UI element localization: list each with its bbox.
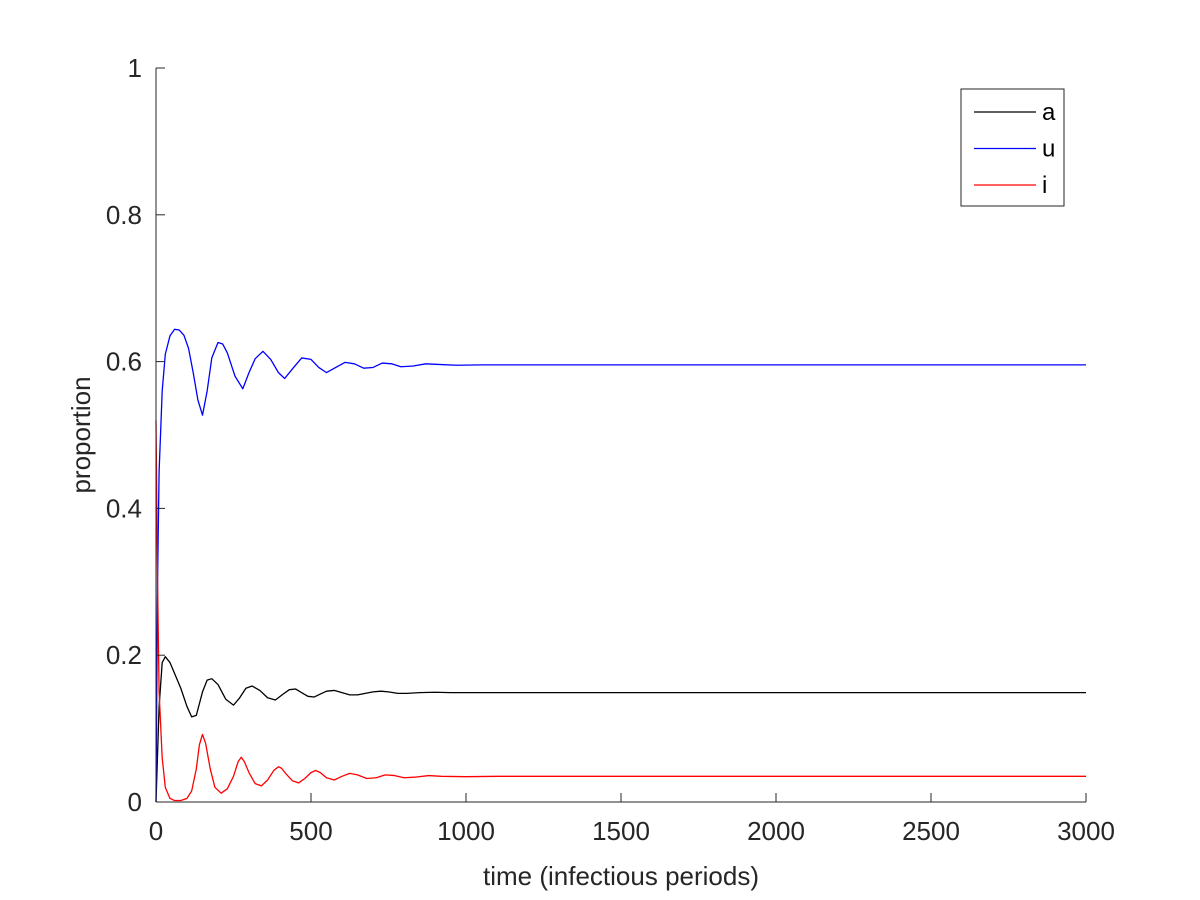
x-axis-label: time (infectious periods)	[483, 861, 759, 891]
legend-box	[960, 88, 1065, 207]
legend: aui	[960, 88, 1065, 207]
x-tick-label: 1000	[437, 816, 495, 846]
axes	[155, 68, 1086, 803]
series-line-u	[155, 328, 1086, 803]
y-tick-label: 0.2	[106, 640, 142, 670]
x-tick-label: 2000	[747, 816, 805, 846]
y-tick-label: 0.6	[106, 347, 142, 377]
x-tick-label: 500	[289, 816, 332, 846]
x-tick-label: 1500	[592, 816, 650, 846]
x-tick-label: 3000	[1057, 816, 1115, 846]
x-ticks: 0 500 1000 1500 2000 2500 3000	[149, 793, 1115, 846]
legend-label-i: i	[1042, 172, 1047, 199]
legend-label-u: u	[1042, 136, 1055, 163]
y-tick-label: 0.4	[106, 493, 142, 523]
y-tick-label: 1	[128, 53, 142, 83]
x-tick-label: 0	[149, 816, 163, 846]
x-tick-label: 2500	[902, 816, 960, 846]
y-axis-label: proportion	[66, 376, 96, 493]
series-lines	[155, 328, 1086, 803]
y-tick-label: 0.8	[106, 200, 142, 230]
series-line-a	[155, 656, 1086, 803]
series-line-i	[155, 420, 1086, 802]
y-tick-label: 0	[128, 787, 142, 817]
y-ticks: 0 0.2 0.4 0.6 0.8 1	[106, 53, 165, 817]
legend-label-a: a	[1042, 99, 1056, 126]
